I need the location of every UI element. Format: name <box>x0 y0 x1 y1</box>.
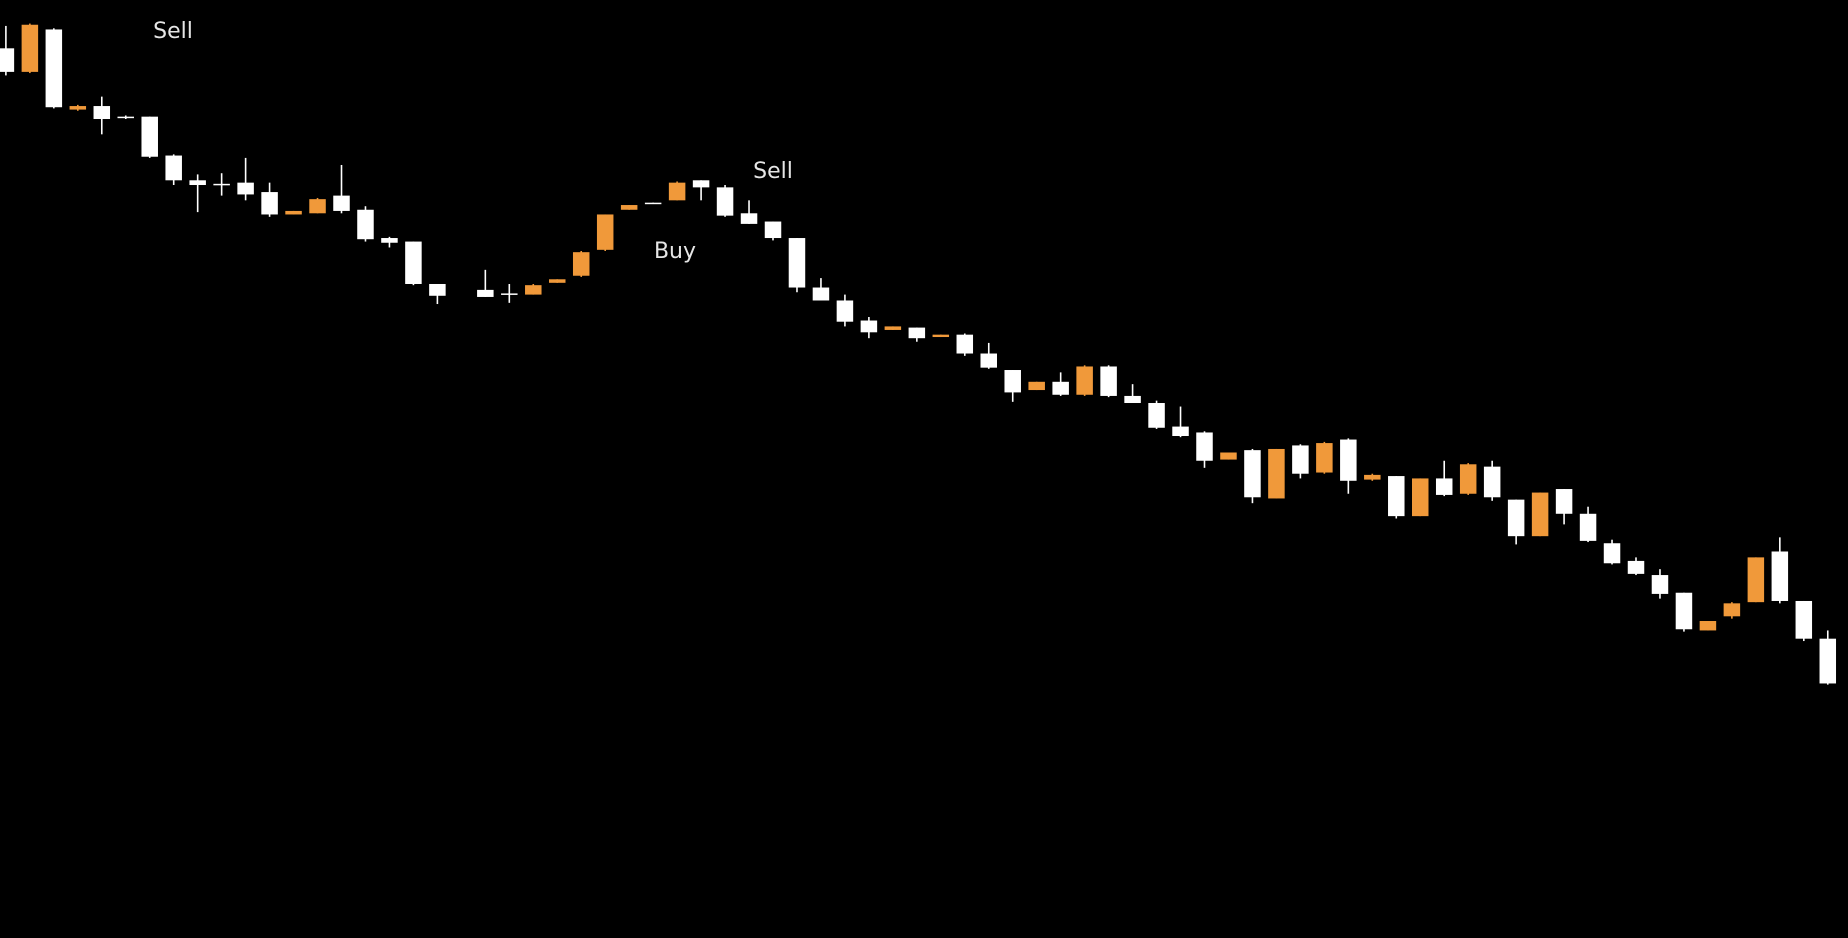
candle-body <box>213 183 230 186</box>
candle-body <box>501 293 518 295</box>
candle-body <box>716 187 734 216</box>
candle-body <box>788 238 806 288</box>
candle-body <box>357 209 374 240</box>
candle-body <box>1196 432 1213 461</box>
candle-body <box>1771 551 1789 601</box>
candle-body <box>980 353 998 368</box>
candle-body <box>1172 426 1189 437</box>
candle-body <box>932 334 950 338</box>
candle-body <box>1124 395 1141 404</box>
candle-body <box>860 320 878 333</box>
candle-body <box>1052 381 1069 395</box>
candle-body <box>1555 489 1573 514</box>
candle-body <box>45 29 63 108</box>
candle-body <box>1364 474 1381 480</box>
candle-body <box>956 334 974 354</box>
candle-body <box>21 24 39 72</box>
candle-body <box>165 155 182 181</box>
candle-body <box>429 283 446 296</box>
candle-body <box>1675 592 1693 630</box>
candle-body <box>764 221 782 239</box>
candle-body <box>1435 478 1453 495</box>
candle-body <box>261 192 278 215</box>
candle-body <box>1028 381 1045 391</box>
candle-body <box>908 327 926 339</box>
candle-body <box>572 252 590 276</box>
candle-body <box>1004 370 1021 393</box>
candle-body <box>477 289 494 297</box>
candle-body <box>1411 478 1429 517</box>
candle-body <box>1459 464 1477 494</box>
candle-body <box>668 182 686 201</box>
candle-body <box>596 214 614 250</box>
candle-body <box>405 241 422 284</box>
candle-body <box>1244 450 1261 498</box>
candle-body <box>1603 543 1621 564</box>
candle-body <box>117 116 135 119</box>
candle-body <box>1148 403 1165 428</box>
candle-body <box>93 106 111 120</box>
candle-body <box>1747 557 1765 603</box>
candle-body <box>69 106 87 110</box>
candle-body <box>381 238 398 243</box>
candle-body <box>1651 575 1669 594</box>
candle-body <box>1076 366 1093 395</box>
candle-body <box>1627 560 1645 574</box>
candle-body <box>1699 621 1717 631</box>
candle-body <box>1388 476 1405 517</box>
signal-label: Buy <box>654 239 696 264</box>
candle-body <box>692 180 710 188</box>
signal-label: Sell <box>153 19 193 44</box>
candle-body <box>1795 600 1813 639</box>
candle-body <box>884 326 902 330</box>
candle-body <box>812 287 830 301</box>
candle-body <box>0 48 15 72</box>
candle-body <box>285 210 302 215</box>
candle-body <box>1723 603 1741 617</box>
candle-body <box>1579 513 1597 541</box>
candle-body <box>1100 366 1117 396</box>
candle-body <box>1507 499 1525 537</box>
candle-body <box>1340 439 1357 481</box>
candle-body <box>1316 443 1333 473</box>
candle-body <box>549 279 566 283</box>
candle-body <box>525 285 542 295</box>
candle-body <box>620 205 638 210</box>
candle-body <box>1220 452 1237 460</box>
candle-body <box>740 213 758 224</box>
candle-body <box>1483 466 1501 498</box>
signal-label: Sell <box>753 159 793 184</box>
candle-body <box>309 199 326 214</box>
candle-body <box>1819 638 1837 684</box>
candle-body <box>644 202 662 205</box>
candle-body <box>141 116 158 157</box>
candle-body <box>1268 448 1285 499</box>
candle-body <box>836 300 854 322</box>
candle-body <box>1531 492 1549 537</box>
candle-body <box>1292 445 1309 474</box>
candle-body <box>237 182 254 195</box>
candle-body <box>333 195 350 211</box>
candle-body <box>189 180 206 186</box>
